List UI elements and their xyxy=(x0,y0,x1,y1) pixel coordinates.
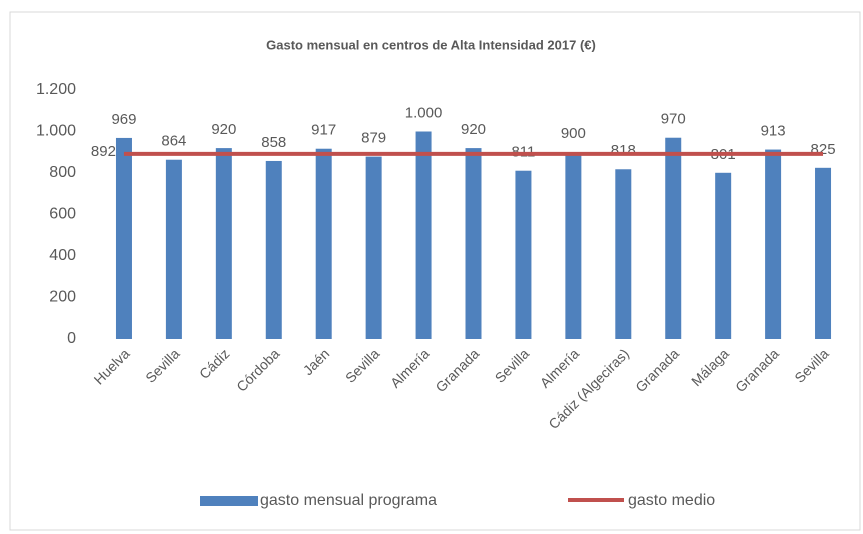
bar xyxy=(115,137,132,339)
data-label: 920 xyxy=(211,121,236,138)
legend-swatch xyxy=(200,496,258,506)
data-label: 900 xyxy=(561,125,586,142)
bar xyxy=(715,172,732,339)
bar xyxy=(415,131,432,339)
data-label: 892 xyxy=(91,143,116,160)
data-label: 969 xyxy=(111,111,136,128)
y-tick-label: 600 xyxy=(49,206,76,223)
data-label: 858 xyxy=(261,134,286,151)
legend-label: gasto medio xyxy=(628,492,715,509)
bar xyxy=(615,169,632,339)
data-label: 864 xyxy=(161,133,186,150)
chart-border xyxy=(9,11,861,531)
y-tick-label: 400 xyxy=(49,247,76,264)
bar xyxy=(565,152,582,339)
bar xyxy=(765,149,782,339)
data-label: 920 xyxy=(461,121,486,138)
data-label: 818 xyxy=(611,142,636,159)
bar xyxy=(315,148,332,339)
data-label: 917 xyxy=(311,122,336,139)
y-tick-label: 200 xyxy=(49,289,76,306)
bar xyxy=(665,137,682,339)
y-tick-label: 1.200 xyxy=(36,81,76,98)
bar xyxy=(515,170,532,339)
bar xyxy=(265,160,282,339)
data-label: 1.000 xyxy=(405,104,443,121)
data-label: 970 xyxy=(661,111,686,128)
data-label: 913 xyxy=(761,123,786,140)
bar xyxy=(365,156,382,339)
bar xyxy=(165,159,182,339)
data-label: 879 xyxy=(361,130,386,147)
bar xyxy=(815,167,832,339)
bar xyxy=(215,148,232,339)
chart-title: Gasto mensual en centros de Alta Intensi… xyxy=(266,37,596,52)
y-tick-label: 1.000 xyxy=(36,123,76,140)
y-tick-label: 800 xyxy=(49,164,76,181)
legend-label: gasto mensual programa xyxy=(260,492,437,509)
y-tick-label: 0 xyxy=(67,330,76,347)
bar xyxy=(465,148,482,339)
